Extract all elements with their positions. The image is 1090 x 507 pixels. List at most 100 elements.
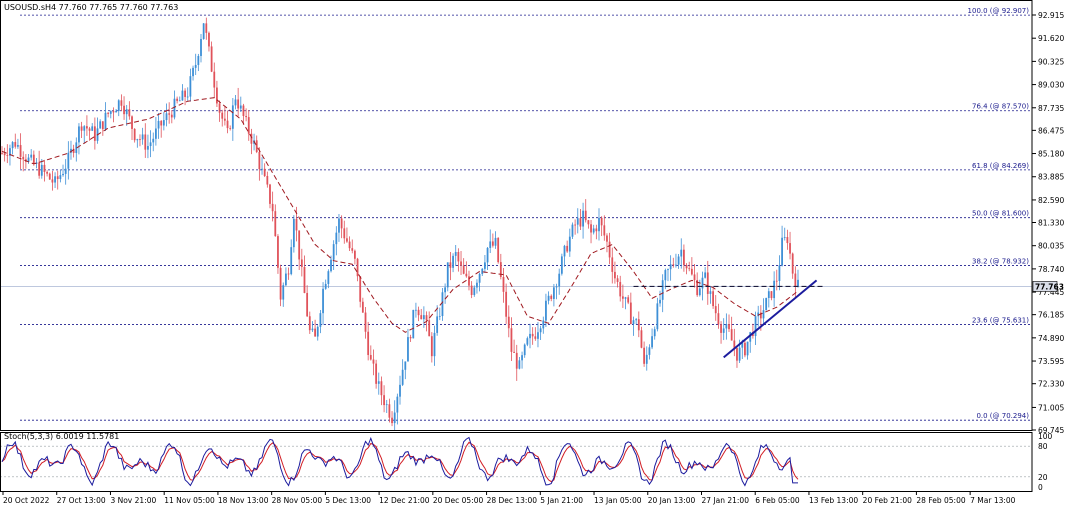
candle-body bbox=[56, 176, 59, 180]
candle-body bbox=[725, 324, 728, 329]
candle-body bbox=[131, 116, 133, 129]
candle-body bbox=[367, 331, 370, 356]
candle-body bbox=[685, 265, 688, 269]
candle-body bbox=[319, 313, 322, 327]
candle-body bbox=[86, 126, 88, 129]
candle-body bbox=[428, 320, 431, 337]
candle-body bbox=[327, 271, 330, 284]
candle-body bbox=[736, 347, 738, 361]
candle-body bbox=[656, 303, 659, 330]
candle-body bbox=[571, 224, 574, 237]
candle-body bbox=[306, 292, 309, 317]
candle-body bbox=[749, 332, 752, 342]
candle-body bbox=[14, 142, 17, 147]
candle-body bbox=[364, 312, 367, 332]
candle-body bbox=[277, 236, 279, 268]
candle-body bbox=[595, 228, 598, 232]
candle-body bbox=[128, 109, 131, 117]
candle-body bbox=[356, 258, 359, 277]
stoch-axis-label: 100 bbox=[1038, 432, 1053, 441]
date-tick-label: 18 Nov 13:00 bbox=[218, 496, 269, 505]
candle-body bbox=[173, 98, 176, 118]
candle-body bbox=[300, 259, 303, 268]
candle-body bbox=[152, 138, 155, 143]
candle-body bbox=[351, 248, 354, 251]
candle-body bbox=[32, 154, 35, 164]
candle-body bbox=[38, 162, 41, 176]
candle-body bbox=[733, 340, 736, 348]
candle-body bbox=[741, 342, 744, 348]
date-tick-label: 20 Dec 05:00 bbox=[433, 496, 484, 505]
candle-body bbox=[239, 105, 242, 109]
candle-body bbox=[688, 268, 691, 270]
candle-body bbox=[322, 288, 324, 314]
candle-body bbox=[30, 154, 33, 158]
candle-body bbox=[452, 255, 454, 268]
candle-body bbox=[279, 267, 282, 300]
candle-body bbox=[247, 117, 250, 134]
candle-body bbox=[791, 253, 794, 274]
candle-body bbox=[269, 184, 271, 204]
date-tick-label: 3 Nov 21:00 bbox=[110, 496, 156, 505]
date-tick-label: 28 Dec 13:00 bbox=[487, 496, 538, 505]
candle-body bbox=[574, 224, 577, 226]
candle-body bbox=[292, 218, 295, 248]
candle-body bbox=[664, 270, 667, 281]
fib-level-label: 50.0 (@ 81.600) bbox=[972, 210, 1029, 218]
candle-body bbox=[202, 23, 205, 39]
candle-body bbox=[566, 245, 569, 252]
candle-body bbox=[348, 241, 351, 249]
candle-body bbox=[486, 247, 489, 263]
price-tick-label: 78.740 bbox=[1038, 265, 1064, 274]
candle-body bbox=[476, 282, 478, 288]
candle-body bbox=[555, 286, 558, 288]
price-tick-label: 89.030 bbox=[1038, 81, 1064, 90]
price-tick-label: 74.890 bbox=[1038, 334, 1064, 343]
candle-body bbox=[568, 236, 571, 252]
candle-body bbox=[223, 118, 226, 121]
candle-body bbox=[584, 210, 587, 221]
price-tick-label: 83.885 bbox=[1038, 173, 1064, 182]
candle-body bbox=[149, 142, 152, 147]
candle-body bbox=[643, 347, 646, 364]
candle-body bbox=[712, 291, 714, 307]
candle-body bbox=[186, 96, 189, 98]
candle-body bbox=[401, 369, 404, 385]
stoch-axis-label: 0 bbox=[1038, 483, 1043, 492]
candle-body bbox=[263, 168, 266, 176]
date-tick-label: 12 Dec 21:00 bbox=[379, 496, 430, 505]
price-tick-label: 86.475 bbox=[1038, 126, 1064, 135]
fib-level-label: 0.0 (@ 70.294) bbox=[976, 412, 1029, 420]
candle-body bbox=[738, 347, 741, 361]
price-tick-label: 81.330 bbox=[1038, 219, 1064, 228]
price-tick-label: 85.180 bbox=[1038, 150, 1064, 159]
fib-level-label: 61.8 (@ 84.269) bbox=[972, 162, 1029, 170]
candle-body bbox=[11, 142, 14, 149]
fibonacci-levels: 100.0 (@ 92.907) 76.4 (@ 87.570) 61.8 (@ 8… bbox=[0, 7, 1032, 421]
candle-body bbox=[133, 128, 136, 141]
price-tick-label: 80.035 bbox=[1038, 242, 1064, 251]
candle-body bbox=[616, 278, 619, 282]
candle-body bbox=[412, 309, 415, 339]
price-candles bbox=[1, 17, 799, 431]
candle-body bbox=[19, 145, 22, 157]
candle-body bbox=[590, 224, 592, 233]
candle-body bbox=[338, 218, 340, 233]
date-tick-label: 20 Jan 13:00 bbox=[648, 496, 696, 505]
candle-body bbox=[298, 230, 301, 260]
price-tick-label: 92.915 bbox=[1038, 11, 1064, 20]
moving-average-line bbox=[1, 97, 799, 333]
candle-body bbox=[489, 241, 492, 248]
candle-body bbox=[632, 320, 635, 324]
candle-body bbox=[165, 113, 168, 121]
candle-body bbox=[330, 259, 332, 272]
candle-body bbox=[154, 128, 157, 139]
candle-body bbox=[64, 168, 67, 174]
candle-body bbox=[462, 265, 465, 274]
candle-body bbox=[88, 128, 91, 131]
candle-body bbox=[614, 271, 616, 279]
candle-body bbox=[430, 336, 433, 357]
candle-body bbox=[200, 38, 202, 56]
candle-body bbox=[417, 309, 420, 316]
